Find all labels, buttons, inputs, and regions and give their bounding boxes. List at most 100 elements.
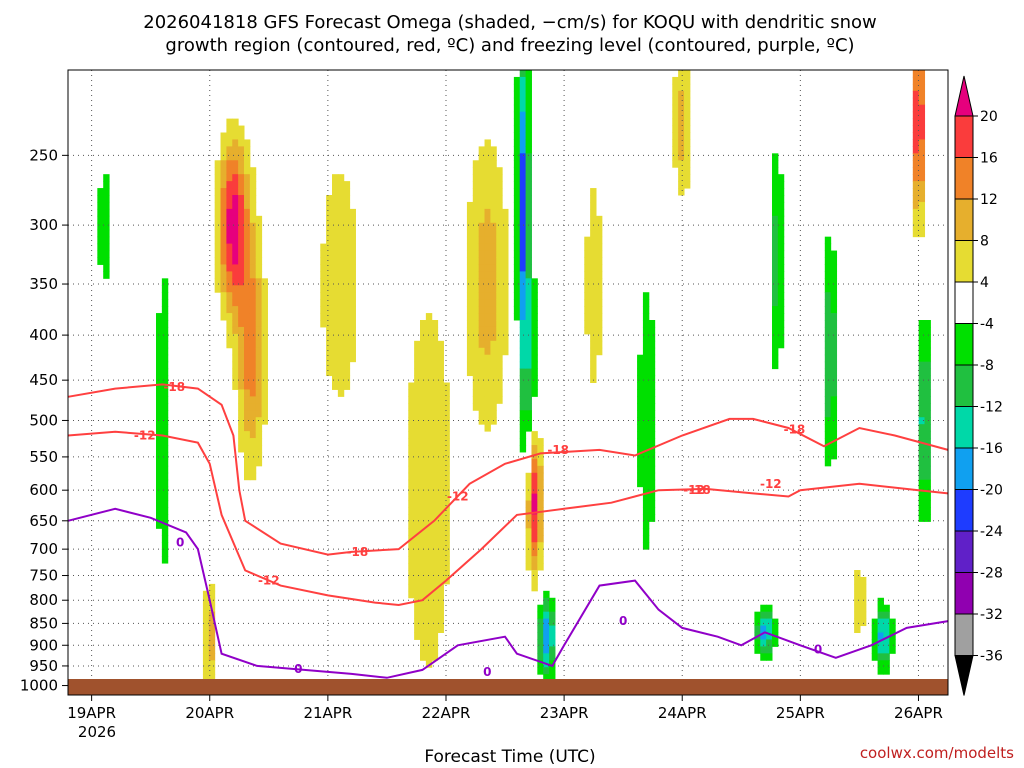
omega-cell: [496, 271, 503, 279]
omega-cell: [161, 500, 169, 508]
omega-cell: [830, 257, 838, 265]
omega-cell: [478, 229, 486, 238]
omega-cell: [648, 438, 656, 446]
omega-cell: [244, 368, 251, 377]
x-axis-title: Forecast Time (UTC): [424, 747, 595, 767]
omega-cell: [678, 125, 685, 133]
omega-cell: [443, 514, 450, 522]
omega-cell: [425, 354, 433, 363]
omega-cell: [156, 521, 163, 529]
omega-cell: [156, 451, 163, 460]
omega-cell: [425, 340, 433, 349]
omega-cell: [877, 632, 884, 640]
omega-cell: [244, 299, 251, 307]
omega-cell: [408, 486, 415, 495]
omega-cell: [924, 465, 931, 474]
omega-cell: [425, 326, 433, 335]
omega-cell: [226, 292, 233, 300]
omega-cell: [244, 139, 251, 147]
omega-cell: [97, 195, 104, 203]
omega-cell: [830, 347, 838, 356]
omega-cell: [777, 313, 785, 321]
omega-cell: [425, 625, 433, 633]
omega-cell: [156, 361, 163, 370]
omega-cell: [103, 174, 110, 182]
omega-cell: [642, 431, 650, 439]
omega-cell: [232, 229, 239, 238]
omega-cell: [766, 604, 773, 613]
omega-cell: [672, 111, 679, 120]
colorbar-swatch: [954, 115, 974, 158]
omega-cell: [496, 389, 503, 397]
omega-cell: [337, 299, 345, 307]
omega-cell: [425, 542, 433, 550]
omega-cell: [244, 472, 251, 481]
omega-cell: [484, 250, 491, 258]
omega-cell: [472, 389, 480, 397]
omega-cell: [860, 604, 867, 613]
omega-cell: [161, 403, 169, 411]
omega-cell: [519, 410, 527, 418]
omega-cell: [431, 361, 439, 370]
omega-cell: [244, 313, 251, 321]
omega-cell: [420, 333, 427, 342]
omega-cell: [420, 646, 427, 654]
omega-cell: [420, 347, 427, 356]
y-tick-label: 500: [29, 411, 58, 429]
omega-cell: [531, 486, 538, 495]
omega-cell: [513, 257, 521, 265]
omega-cell: [824, 285, 832, 293]
omega-cell: [414, 465, 421, 474]
omega-cell: [484, 285, 491, 293]
omega-cell: [854, 618, 861, 627]
omega-cell: [161, 410, 169, 418]
omega-cell: [156, 382, 163, 390]
omega-cell: [226, 250, 233, 258]
omega-cell: [490, 243, 497, 252]
omega-cell: [238, 167, 245, 175]
omega-cell: [484, 278, 491, 286]
colorbar-swatch: [954, 406, 974, 449]
omega-cell: [437, 431, 444, 439]
omega-cell: [232, 368, 239, 377]
omega-cell: [883, 653, 890, 661]
omega-cell: [343, 271, 351, 279]
omega-cell: [478, 160, 486, 168]
omega-cell: [637, 451, 644, 460]
omega-cell: [261, 347, 268, 356]
omega-cell: [238, 188, 245, 196]
credit-text: coolwx.com/modelts: [860, 744, 1014, 762]
omega-cell: [531, 292, 538, 300]
omega-cell: [642, 375, 650, 383]
omega-cell: [883, 611, 890, 620]
omega-cell: [343, 333, 351, 342]
omega-cell: [249, 326, 257, 335]
omega-cell: [425, 438, 433, 446]
omega-cell: [860, 583, 867, 592]
omega-cell: [637, 403, 644, 411]
grid-lines: [68, 70, 948, 695]
omega-cell: [777, 222, 785, 231]
omega-cell: [466, 347, 474, 356]
omega-cell: [226, 313, 233, 321]
omega-cell: [672, 83, 679, 92]
omega-cell: [642, 465, 650, 474]
plot-frame: [67, 69, 949, 696]
omega-cell: [478, 368, 486, 377]
omega-cell: [490, 410, 497, 418]
omega-cell: [824, 299, 832, 307]
omega-cell: [202, 618, 210, 627]
omega-cell: [918, 431, 926, 439]
omega-cell: [420, 521, 427, 529]
omega-cell: [531, 431, 538, 439]
omega-cell: [502, 215, 509, 224]
omega-cell: [484, 340, 491, 349]
omega-cell: [156, 320, 163, 328]
omega-cell: [519, 250, 527, 258]
omega-cell: [490, 285, 497, 293]
omega-cell: [220, 132, 227, 140]
omega-cell: [244, 417, 251, 425]
omega-cell: [777, 264, 785, 272]
omega-cell: [214, 222, 222, 231]
omega-cell: [443, 465, 450, 474]
